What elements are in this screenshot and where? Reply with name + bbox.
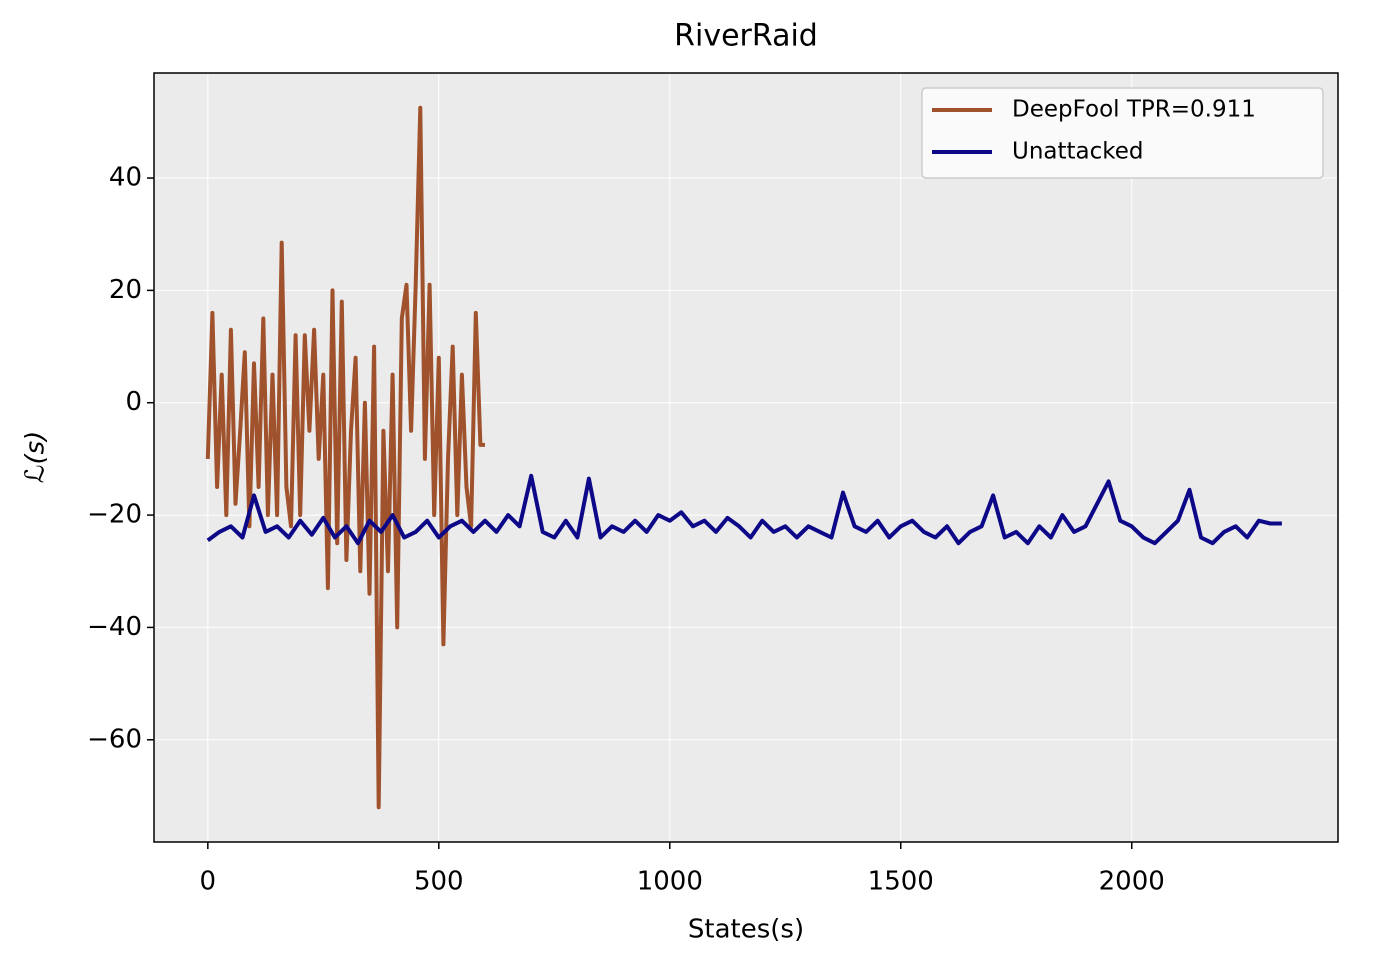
y-axis-label: ℒ(s) [21,431,51,484]
y-tick-label: 0 [125,387,142,417]
legend-label: DeepFool TPR=0.911 [1012,97,1256,123]
x-tick-label: 1500 [868,867,934,897]
data-line [206,473,1282,546]
y-tick-label: −40 [87,612,142,642]
x-tick-label: 1000 [637,867,703,897]
legend-box [921,87,1324,179]
y-tick-label: −20 [87,500,142,530]
x-tick-label: 0 [200,867,217,897]
y-tick-label: 20 [109,275,142,305]
plot-frame [153,72,1339,843]
legend: DeepFool TPR=0.911 Unattacked [921,87,1324,179]
data-line [205,105,485,810]
chart-title: RiverRaid [674,19,818,54]
y-tick-label: 40 [109,163,142,193]
x-axis-label: States(s) [688,915,804,945]
x-tick-label: 2000 [1099,867,1165,897]
y-tick-label: −60 [87,724,142,754]
x-tick-label: 500 [414,867,464,897]
legend-label: Unattacked [1012,139,1144,165]
